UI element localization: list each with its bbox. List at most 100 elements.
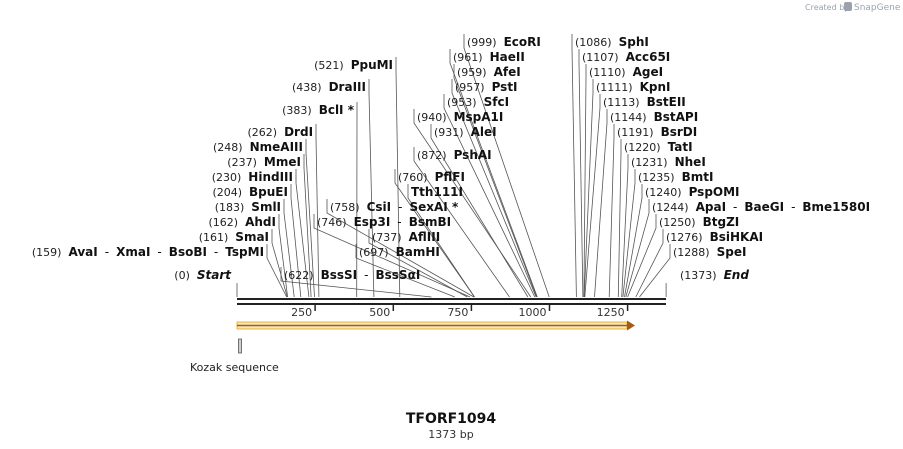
enzyme-name[interactable]: BssSI [321, 268, 358, 282]
enzyme-name[interactable]: Bme1580I [802, 200, 870, 214]
site-label-43[interactable]: (1373) End [680, 268, 749, 282]
enzyme-name[interactable]: AfeI [494, 65, 521, 79]
enzyme-name[interactable]: Start [197, 268, 232, 282]
site-label-0[interactable]: (0) Start [174, 268, 232, 282]
enzyme-name[interactable]: Tth111I [411, 185, 463, 199]
enzyme-name[interactable]: AflIII [409, 230, 441, 244]
site-label-37[interactable]: (1235) BmtI [638, 170, 713, 184]
site-label-32[interactable]: (1113) BstEII [603, 95, 686, 109]
enzyme-name[interactable]: BamHI [396, 245, 440, 259]
enzyme-separator: - [398, 200, 402, 214]
enzyme-name[interactable]: NmeAIII [250, 140, 303, 154]
site-label-22[interactable]: (940) MspA1I [417, 110, 503, 124]
enzyme-name[interactable]: BstAPI [654, 110, 699, 124]
enzyme-name[interactable]: BssSαI [376, 268, 421, 282]
site-label-2[interactable]: (161) SmaI [199, 230, 269, 244]
site-label-40[interactable]: (1250) BtgZI [659, 215, 739, 229]
site-label-1[interactable]: (159) AvaI - XmaI - BsoBI - TspMI [32, 245, 264, 259]
site-label-29[interactable]: (1107) Acc65I [582, 50, 670, 64]
kozak-feature[interactable] [238, 338, 242, 354]
enzyme-name[interactable]: AhdI [245, 215, 276, 229]
site-label-12[interactable]: (521) PpuMI [314, 58, 393, 72]
site-label-15[interactable]: (737) AflIII [372, 230, 440, 244]
site-label-6[interactable]: (230) HindIII [212, 170, 293, 184]
enzyme-name[interactable]: AgeI [633, 65, 663, 79]
enzyme-name[interactable]: SfcI [484, 95, 509, 109]
enzyme-name[interactable]: BmtI [682, 170, 714, 184]
site-label-14[interactable]: (697) BamHI [359, 245, 440, 259]
site-label-16[interactable]: (746) Esp3I - BsmBI [317, 215, 451, 229]
enzyme-name[interactable]: AvaI [69, 245, 98, 259]
site-label-38[interactable]: (1240) PspOMI [645, 185, 740, 199]
site-label-9[interactable]: (262) DrdI [248, 125, 314, 139]
site-label-23[interactable]: (953) SfcI [447, 95, 509, 109]
enzyme-name[interactable]: XmaI [116, 245, 150, 259]
enzyme-name[interactable]: Acc65I [626, 50, 671, 64]
enzyme-name[interactable]: TspMI [225, 245, 264, 259]
site-label-3[interactable]: (162) AhdI [209, 215, 276, 229]
enzyme-name[interactable]: BaeGI [744, 200, 784, 214]
enzyme-name[interactable]: BsiHKAI [710, 230, 764, 244]
site-label-35[interactable]: (1220) TatI [624, 140, 693, 154]
leader-line [303, 154, 312, 298]
site-label-41[interactable]: (1276) BsiHKAI [666, 230, 763, 244]
enzyme-name[interactable]: SmaI [235, 230, 269, 244]
site-label-7[interactable]: (237) MmeI [227, 155, 301, 169]
site-label-36[interactable]: (1231) NheI [631, 155, 706, 169]
enzyme-name[interactable]: DrdI [284, 125, 313, 139]
site-label-28[interactable]: (1086) SphI [575, 35, 649, 49]
enzyme-name[interactable]: BtgZI [703, 215, 740, 229]
enzyme-name[interactable]: NheI [675, 155, 706, 169]
site-label-42[interactable]: (1288) SpeI [673, 245, 746, 259]
site-label-25[interactable]: (959) AfeI [457, 65, 521, 79]
site-label-8[interactable]: (248) NmeAIII [213, 140, 303, 154]
site-label-39[interactable]: (1244) ApaI - BaeGI - Bme1580I [652, 200, 870, 214]
enzyme-name[interactable]: SphI [619, 35, 649, 49]
enzyme-name[interactable]: KpnI [640, 80, 671, 94]
enzyme-name[interactable]: MspA1I [454, 110, 504, 124]
enzyme-name[interactable]: BpuEI [249, 185, 288, 199]
site-label-17[interactable]: (758) CsiI - SexAI * [330, 200, 459, 214]
site-label-34[interactable]: (1191) BsrDI [617, 125, 697, 139]
site-position: (1113) [603, 96, 640, 109]
enzyme-name[interactable]: ApaI [696, 200, 726, 214]
enzyme-name[interactable]: SmlI [251, 200, 281, 214]
site-label-20[interactable]: (872) PshAI [417, 148, 492, 162]
site-label-24[interactable]: (957) PstI [455, 80, 518, 94]
enzyme-name[interactable]: AleI [471, 125, 497, 139]
enzyme-name[interactable]: BclI * [319, 103, 355, 117]
enzyme-name[interactable]: PpuMI [351, 58, 393, 72]
enzyme-name[interactable]: Esp3I [354, 215, 391, 229]
enzyme-name[interactable]: EcoRI [504, 35, 541, 49]
enzyme-name[interactable]: SpeI [717, 245, 747, 259]
enzyme-name[interactable]: BstEII [647, 95, 686, 109]
enzyme-name[interactable]: PshAI [454, 148, 492, 162]
site-label-33[interactable]: (1144) BstAPI [610, 110, 698, 124]
enzyme-name[interactable]: PstI [492, 80, 518, 94]
site-label-18[interactable]: (760) PflFI [398, 170, 465, 184]
site-label-10[interactable]: (383) BclI * [282, 103, 355, 117]
site-label-31[interactable]: (1111) KpnI [596, 80, 671, 94]
enzyme-name[interactable]: TatI [668, 140, 693, 154]
enzyme-name[interactable]: BsoBI [169, 245, 207, 259]
site-label-13[interactable]: (622) BssSI - BssSαI [284, 268, 420, 282]
enzyme-name[interactable]: CsiI [367, 200, 392, 214]
enzyme-name[interactable]: BsrDI [661, 125, 698, 139]
site-label-26[interactable]: (961) HaeII [453, 50, 525, 64]
site-label-5[interactable]: (204) BpuEI [213, 185, 288, 199]
site-label-27[interactable]: (999) EcoRI [467, 35, 541, 49]
enzyme-name[interactable]: SexAI * [410, 200, 459, 214]
site-label-30[interactable]: (1110) AgeI [589, 65, 663, 79]
site-label-19[interactable]: Tth111I [411, 185, 463, 199]
enzyme-name[interactable]: PspOMI [689, 185, 740, 199]
enzyme-name[interactable]: MmeI [264, 155, 301, 169]
enzyme-name[interactable]: BsmBI [409, 215, 451, 229]
enzyme-name[interactable]: PflFI [435, 170, 465, 184]
enzyme-name[interactable]: HindIII [248, 170, 293, 184]
site-label-21[interactable]: (931) AleI [434, 125, 497, 139]
site-label-4[interactable]: (183) SmlI [215, 200, 281, 214]
enzyme-name[interactable]: DraIII [329, 80, 366, 94]
enzyme-name[interactable]: HaeII [490, 50, 525, 64]
enzyme-name[interactable]: End [724, 268, 750, 282]
site-label-11[interactable]: (438) DraIII [292, 80, 366, 94]
